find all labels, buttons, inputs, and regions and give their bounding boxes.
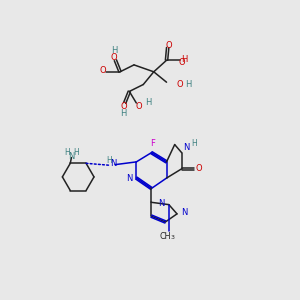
Text: 3: 3 — [170, 235, 174, 240]
Text: F: F — [150, 139, 155, 148]
Text: H: H — [73, 148, 79, 158]
Text: O: O — [135, 102, 142, 111]
Text: O: O — [111, 53, 118, 62]
Text: H: H — [64, 148, 70, 158]
Text: H: H — [185, 80, 192, 89]
Text: N: N — [181, 208, 187, 217]
Text: N: N — [110, 158, 116, 167]
Text: H: H — [111, 46, 117, 55]
Text: O: O — [176, 80, 183, 89]
Text: H: H — [107, 156, 112, 165]
Text: H: H — [191, 140, 197, 148]
Text: CH: CH — [160, 232, 171, 241]
Text: O: O — [120, 102, 127, 111]
Text: H: H — [145, 98, 151, 107]
Text: N: N — [126, 174, 133, 183]
Text: H: H — [181, 55, 187, 64]
Text: O: O — [99, 66, 106, 75]
Text: O: O — [178, 58, 185, 67]
Text: O: O — [165, 41, 172, 50]
Text: N: N — [158, 199, 165, 208]
Text: H: H — [120, 109, 127, 118]
Text: O: O — [196, 164, 202, 173]
Text: N: N — [184, 143, 190, 152]
Text: N: N — [68, 152, 75, 161]
